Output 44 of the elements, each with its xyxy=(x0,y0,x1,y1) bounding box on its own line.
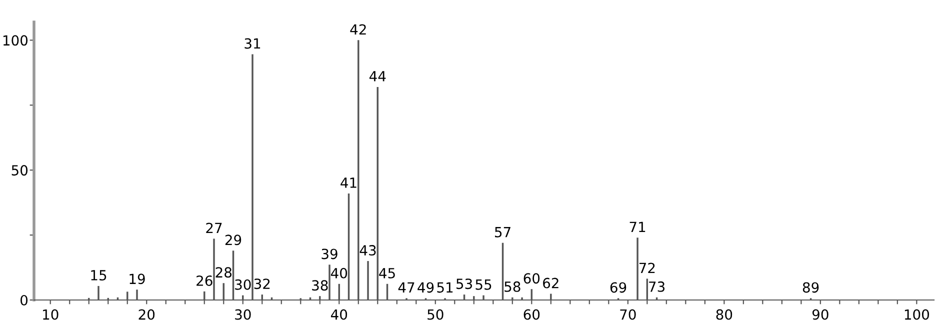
x-tick-label: 30 xyxy=(235,309,251,320)
annotation: 40 xyxy=(330,268,348,278)
annotation: 62 xyxy=(543,278,558,288)
annotation: 47 xyxy=(398,282,414,293)
annotation: 49 xyxy=(418,282,434,293)
annotation: 60 xyxy=(524,273,540,284)
annotation: 89 xyxy=(802,282,819,293)
x-tick-label: 80 xyxy=(716,309,732,320)
annotation: 30 xyxy=(235,279,251,290)
annotation: 29 xyxy=(225,234,242,246)
annotation: 55 xyxy=(476,280,492,290)
annotation: 19 xyxy=(130,274,145,284)
y-tick-label: 50 xyxy=(12,165,28,176)
annotation: 57 xyxy=(495,227,510,238)
x-tick-label: 10 xyxy=(43,309,58,320)
annotation: 58 xyxy=(504,281,520,292)
annotation: 41 xyxy=(340,178,356,188)
annotation: 42 xyxy=(350,24,366,35)
annotation: 45 xyxy=(379,268,395,278)
x-tick-label: 100 xyxy=(904,309,930,320)
annotation: 43 xyxy=(360,245,376,256)
annotation: 31 xyxy=(244,38,260,49)
annotation: 38 xyxy=(312,280,328,291)
x-tick-label: 40 xyxy=(330,309,348,320)
y-tick-label: 0 xyxy=(20,294,28,306)
annotation: 51 xyxy=(437,282,453,293)
annotation: 27 xyxy=(206,222,222,234)
x-tick-label: 20 xyxy=(138,309,155,320)
annotation: 39 xyxy=(322,248,338,260)
y-tick-label: 100 xyxy=(3,35,28,46)
annotation: 32 xyxy=(254,278,270,290)
x-tick-label: 60 xyxy=(524,309,540,320)
annotation: 73 xyxy=(649,281,665,292)
annotation: 44 xyxy=(369,71,386,82)
x-tick-label: 70 xyxy=(620,309,636,320)
annotation: 15 xyxy=(91,270,106,280)
annotation: 71 xyxy=(630,222,646,232)
annotation: 26 xyxy=(196,275,212,286)
annotation: 69 xyxy=(610,282,626,293)
annotation: 72 xyxy=(639,262,655,274)
annotation: 53 xyxy=(456,278,472,290)
x-tick-label: 50 xyxy=(428,309,444,320)
annotation: 28 xyxy=(216,267,232,278)
x-tick-label: 90 xyxy=(812,309,828,320)
